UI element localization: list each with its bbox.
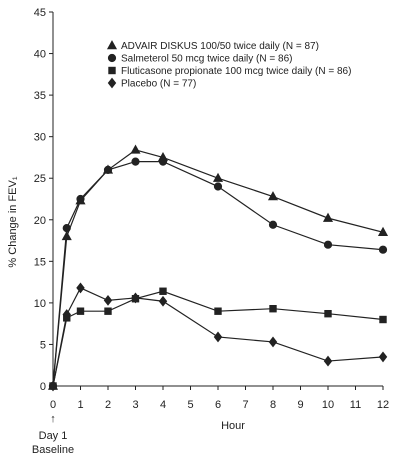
x-tick-label: 0	[50, 399, 56, 411]
data-point	[213, 331, 223, 343]
data-point	[158, 295, 168, 307]
legend-label: Salmeterol 50 mcg twice daily (N = 86)	[121, 54, 292, 65]
data-point	[322, 212, 334, 222]
x-tick-label: 9	[297, 399, 303, 411]
x-tick-label: 2	[105, 399, 111, 411]
data-point	[323, 355, 333, 367]
y-tick-label: 25	[34, 173, 46, 185]
legend-marker	[107, 53, 117, 63]
data-point	[323, 240, 333, 249]
data-point	[76, 282, 85, 294]
data-point	[378, 351, 388, 363]
data-point	[159, 287, 167, 295]
series-line	[52, 287, 384, 387]
y-tick-label: 20	[34, 215, 46, 227]
x-tick-label: 10	[322, 399, 334, 411]
legend-marker	[108, 66, 116, 75]
y-tick-label: 30	[34, 132, 46, 144]
baseline-arrow: ↑	[50, 413, 56, 425]
y-tick-label: 5	[40, 339, 46, 351]
legend-label: Fluticasone propionate 100 mcg twice dai…	[121, 66, 351, 77]
x-tick-label: 12	[377, 399, 389, 411]
y-tick-label: 40	[34, 49, 46, 61]
y-tick-label: 45	[34, 7, 46, 19]
data-point	[103, 165, 113, 175]
data-point	[104, 307, 112, 315]
series-line	[52, 149, 384, 387]
data-point	[131, 157, 140, 166]
y-tick-label: 15	[34, 256, 46, 268]
x-tick-label: 4	[160, 399, 166, 411]
series-layer	[47, 144, 389, 392]
data-point	[379, 315, 387, 324]
series-4	[48, 282, 388, 392]
data-point	[212, 172, 224, 182]
data-point	[213, 182, 223, 191]
x-tick-label: 7	[242, 399, 248, 411]
data-point	[268, 220, 278, 229]
legend-marker	[107, 77, 117, 89]
legend-marker	[106, 40, 118, 50]
legend-label: Placebo (N = 77)	[121, 79, 196, 90]
data-point	[131, 292, 140, 304]
data-point	[61, 230, 72, 241]
y-tick-label: 0	[40, 381, 46, 393]
data-point	[269, 305, 277, 313]
data-point	[76, 194, 85, 204]
data-point	[267, 191, 279, 201]
x-tick-label: 5	[187, 399, 193, 411]
data-point	[62, 223, 71, 233]
data-point	[62, 309, 71, 320]
data-point	[214, 307, 222, 315]
x-tick-label: 3	[132, 399, 138, 411]
series-line	[52, 290, 384, 387]
data-point	[324, 309, 332, 318]
data-point	[377, 226, 389, 236]
legend-label: ADVAIR DISKUS 100/50 twice daily (N = 87…	[121, 41, 319, 52]
x-tick-label: 6	[215, 399, 221, 411]
y-tick-label: 10	[34, 298, 46, 310]
x-axis-title: Hour	[221, 420, 245, 432]
data-point	[76, 307, 85, 315]
x-tick-label: 8	[270, 399, 276, 411]
y-axis-title: % Change in FEV₁	[7, 176, 19, 267]
data-point	[268, 336, 278, 348]
series-3	[49, 287, 387, 390]
y-tick-label: 35	[34, 90, 46, 102]
series-1	[47, 144, 389, 390]
data-point	[103, 294, 113, 306]
x-tick-label: 11	[350, 399, 361, 411]
series-line	[52, 161, 384, 387]
series-2	[48, 157, 388, 391]
data-point	[48, 380, 58, 392]
data-point	[378, 245, 388, 254]
x-tick-label: 1	[77, 399, 83, 411]
data-point	[130, 144, 141, 154]
data-point	[158, 157, 168, 166]
legend: ADVAIR DISKUS 100/50 twice daily (N = 87…	[106, 40, 351, 90]
baseline-day-label: Day 1	[39, 430, 68, 442]
baseline-label: Baseline	[32, 444, 74, 456]
